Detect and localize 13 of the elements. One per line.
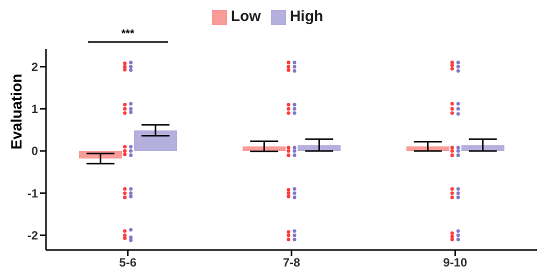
y-axis-title: Evaluation bbox=[8, 74, 26, 150]
y-tick-label: 2 bbox=[31, 60, 38, 74]
x-tick-label: 5-6 bbox=[119, 256, 137, 270]
y-tick-label: -2 bbox=[27, 228, 38, 243]
text: *** bbox=[120, 28, 136, 40]
x-tick-label: 7-8 bbox=[282, 256, 300, 270]
y-tick-label: -1 bbox=[27, 186, 38, 200]
legend-label: High bbox=[290, 8, 324, 25]
x-tick-label: 9-10 bbox=[443, 256, 468, 270]
bar bbox=[134, 130, 177, 151]
y-tick-label: 0 bbox=[31, 144, 38, 158]
y-tick-label: 1 bbox=[31, 102, 38, 116]
legend-label: Low bbox=[230, 8, 261, 25]
